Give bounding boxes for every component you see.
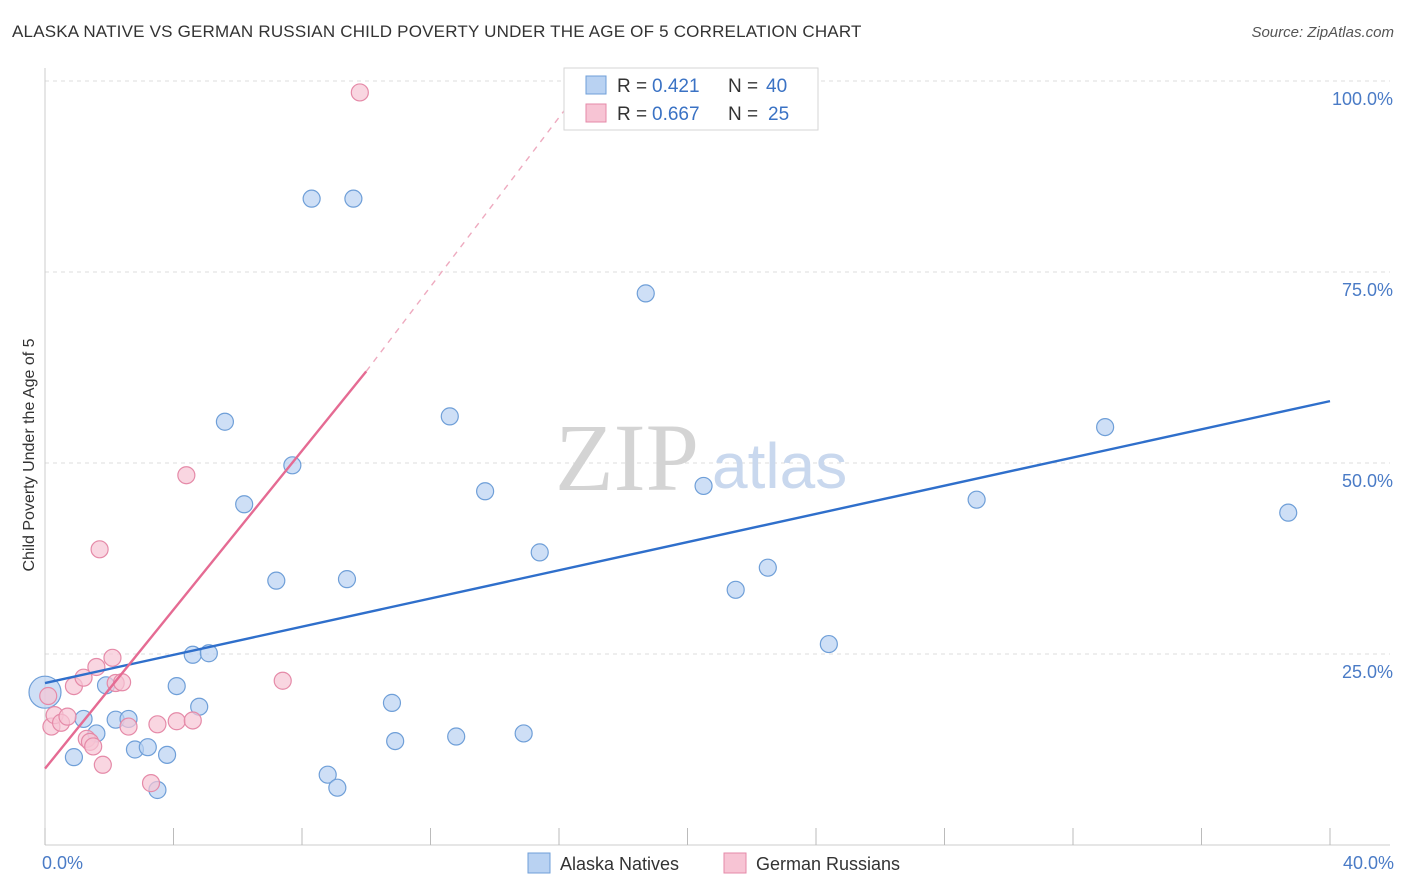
german-point-16 <box>119 717 138 736</box>
alaska-point-8 <box>138 738 157 757</box>
alaska-point-32 <box>694 476 713 496</box>
alaska-point-36 <box>967 490 986 509</box>
alaska-point-24 <box>382 693 402 712</box>
german-point-22 <box>273 671 292 690</box>
german-point-9 <box>84 737 103 756</box>
legend-r-value-2: 0.667 <box>652 104 700 125</box>
chart-title: ALASKA NATIVE VS GERMAN RUSSIAN CHILD PO… <box>12 22 862 41</box>
series-legend-swatch-blue <box>527 852 551 874</box>
legend-swatch-pink <box>585 103 607 123</box>
legend-n-value-2: 25 <box>768 104 789 125</box>
y-tick-label-2: 75.0% <box>1342 280 1393 300</box>
alaska-point-23 <box>344 189 363 208</box>
legend-n-value-1: 40 <box>766 76 787 97</box>
alaska-point-1 <box>64 748 84 767</box>
correlation-legend: R = 0.421 N = 40 R = 0.667 N = 25 <box>563 67 819 131</box>
series-legend-label-german: German Russians <box>756 854 900 874</box>
legend-n-label-1: N = <box>728 76 758 97</box>
watermark-atlas: atlas <box>712 430 847 502</box>
data-points <box>28 83 1298 800</box>
y-axis-label: Child Poverty Under the Age of 5 <box>21 338 38 571</box>
alaska-trend-line <box>44 399 1331 685</box>
y-tick-label-1: 50.0% <box>1342 471 1393 491</box>
axes <box>44 68 1390 846</box>
alaska-point-26 <box>440 407 459 426</box>
legend-n-label-2: N = <box>728 104 758 125</box>
series-legend-swatch-pink <box>723 852 747 874</box>
grid-lines <box>45 80 1390 655</box>
alaska-point-33 <box>726 580 745 599</box>
watermark-zip: ZIP <box>555 404 699 511</box>
alaska-point-29 <box>514 724 533 743</box>
german-point-20 <box>177 466 196 485</box>
alaska-point-38 <box>1279 503 1298 522</box>
alaska-point-20 <box>318 765 337 784</box>
german-point-0 <box>39 686 58 706</box>
german-point-23 <box>350 83 369 102</box>
y-tick-label-0: 25.0% <box>1342 662 1393 682</box>
alaska-point-25 <box>386 731 405 751</box>
german-point-19 <box>167 712 186 731</box>
alaska-point-35 <box>819 634 838 654</box>
alaska-point-19 <box>302 189 321 208</box>
german-point-12 <box>93 755 112 774</box>
german-point-4 <box>58 707 77 726</box>
trend-lines <box>44 95 1331 770</box>
alaska-point-16 <box>235 495 254 514</box>
watermark: ZIP atlas <box>555 404 847 511</box>
german-trend-extension <box>365 95 576 372</box>
german-trend-line <box>44 370 368 770</box>
alaska-point-28 <box>476 482 495 501</box>
y-tick-labels: 25.0% 50.0% 75.0% 100.0% <box>1332 89 1393 682</box>
series-legend-label-alaska: Alaska Natives <box>560 854 679 874</box>
german-point-21 <box>183 711 202 730</box>
alaska-point-22 <box>337 570 357 589</box>
alaska-point-10 <box>157 745 177 764</box>
alaska-point-15 <box>215 412 234 431</box>
x-tick-labels: 0.0% 40.0% <box>42 853 1394 873</box>
legend-r-value-1: 0.421 <box>652 76 700 97</box>
alaska-point-31 <box>636 284 655 303</box>
source-label: Source: ZipAtlas.com <box>1251 24 1394 41</box>
german-point-13 <box>103 648 122 667</box>
alaska-point-37 <box>1096 417 1115 437</box>
series-legend: Alaska Natives German Russians <box>527 852 900 874</box>
legend-r-label-2: R = <box>617 104 647 125</box>
german-point-18 <box>148 715 167 734</box>
alaska-point-11 <box>167 676 186 696</box>
alaska-point-17 <box>267 571 286 590</box>
alaska-point-21 <box>328 778 347 797</box>
alaska-point-30 <box>530 543 549 562</box>
legend-swatch-blue <box>585 75 607 95</box>
german-point-11 <box>90 540 109 559</box>
legend-r-label-1: R = <box>617 76 647 97</box>
german-point-17 <box>141 774 161 793</box>
alaska-point-27 <box>447 727 466 746</box>
x-tick-label-0: 0.0% <box>42 853 83 873</box>
x-tick-label-1: 40.0% <box>1343 853 1394 873</box>
y-tick-label-3: 100.0% <box>1332 89 1393 109</box>
alaska-point-34 <box>758 558 777 577</box>
